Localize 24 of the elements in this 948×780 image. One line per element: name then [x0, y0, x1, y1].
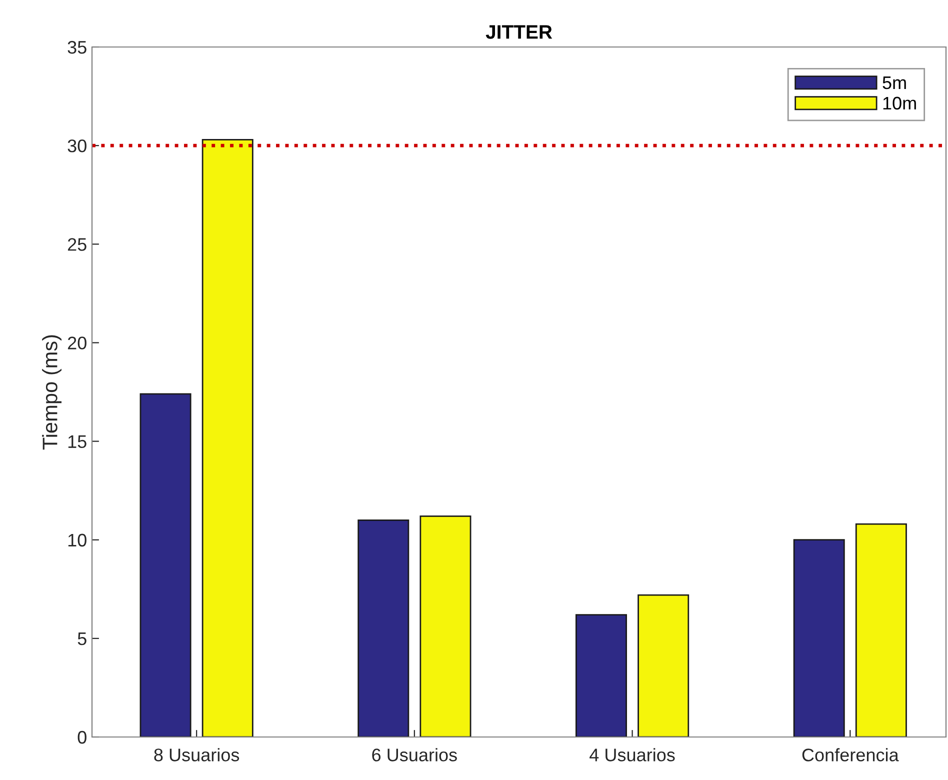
bar [140, 393, 192, 737]
chart-title: JITTER [486, 25, 552, 39]
y-tick-label: 20 [68, 336, 86, 350]
bar [638, 594, 690, 737]
legend-label: 10m [883, 96, 916, 110]
y-tick-label: 5 [78, 632, 86, 646]
x-tick-label: 4 Usuarios [590, 748, 675, 762]
bar [575, 614, 627, 737]
bar [358, 519, 410, 737]
y-tick-label: 10 [68, 534, 86, 547]
bar [420, 516, 472, 737]
y-tick-label: 15 [68, 435, 86, 448]
bar [793, 539, 845, 737]
bar [855, 523, 907, 737]
legend-label: 5m [882, 76, 906, 90]
y-tick-label: 0 [78, 730, 86, 744]
y-tick-label: 25 [68, 238, 86, 251]
y-tick-label: 35 [68, 40, 86, 54]
x-tick-label: 6 Usuarios [372, 748, 457, 762]
x-tick-label: Conferencia [802, 748, 899, 762]
y-axis-title: Tiempo (ms) [42, 335, 62, 450]
y-tick-label: 30 [68, 140, 86, 152]
x-tick-label: 8 Usuarios [154, 748, 240, 762]
bar [202, 138, 254, 737]
